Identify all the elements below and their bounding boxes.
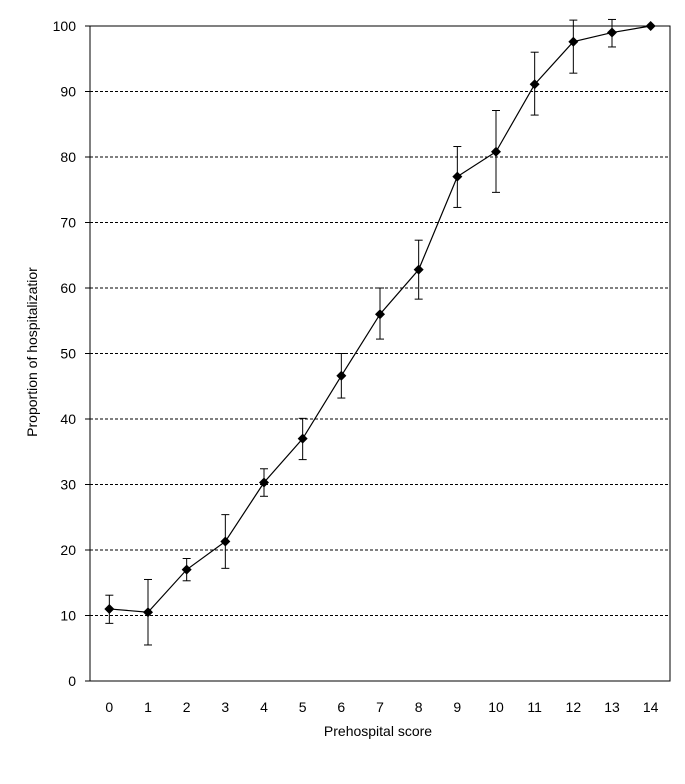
grid-lines <box>90 91 670 616</box>
data-point <box>375 309 385 320</box>
y-tick-label: 60 <box>60 280 76 296</box>
data-point <box>607 27 617 38</box>
y-tick-label: 20 <box>60 542 76 558</box>
x-axis-ticks: 0 1 2 3 4 5 6 7 8 9 10 11 12 13 14 <box>105 699 658 715</box>
data-point <box>259 477 269 488</box>
x-tick-label: 6 <box>337 699 345 715</box>
x-tick-label: 11 <box>527 699 542 715</box>
y-tick-label: 30 <box>60 477 76 493</box>
x-tick-label: 12 <box>566 699 582 715</box>
x-tick-label: 2 <box>183 699 191 715</box>
data-point <box>568 36 579 47</box>
y-tick-label: 90 <box>60 84 76 100</box>
x-tick-label: 1 <box>144 699 152 715</box>
x-tick-label: 10 <box>488 699 504 715</box>
x-tick-label: 9 <box>453 699 461 715</box>
x-tick-label: 14 <box>643 699 659 715</box>
data-point <box>529 79 540 90</box>
x-axis-title: Prehospital score <box>324 723 432 739</box>
data-point <box>297 433 308 444</box>
x-tick-label: 4 <box>260 699 268 715</box>
y-tick-label: 70 <box>60 215 76 231</box>
x-tick-label: 7 <box>376 699 384 715</box>
data-point <box>336 370 347 381</box>
y-tick-label: 40 <box>60 411 76 427</box>
x-tick-label: 0 <box>105 699 113 715</box>
data-point <box>220 536 231 547</box>
y-tick-label: 80 <box>60 149 76 165</box>
data-point <box>104 603 115 614</box>
data-point <box>413 264 424 275</box>
y-tick-label: 50 <box>60 346 76 362</box>
x-tick-label: 8 <box>415 699 423 715</box>
data-point <box>143 607 153 618</box>
data-point <box>491 146 501 157</box>
data-point <box>452 171 463 182</box>
x-tick-label: 13 <box>604 699 620 715</box>
y-tick-label: 10 <box>60 608 76 624</box>
data-point <box>645 21 656 31</box>
y-axis-ticks: 0 10 20 30 40 50 60 70 80 90 100 <box>53 18 90 689</box>
data-series <box>104 18 656 646</box>
data-point <box>181 564 192 575</box>
y-tick-label: 0 <box>68 673 76 689</box>
x-tick-label: 3 <box>221 699 229 715</box>
y-axis-title: Proportion of hospitalizatior <box>24 267 40 437</box>
y-tick-label: 100 <box>53 18 77 34</box>
x-tick-label: 5 <box>299 699 307 715</box>
